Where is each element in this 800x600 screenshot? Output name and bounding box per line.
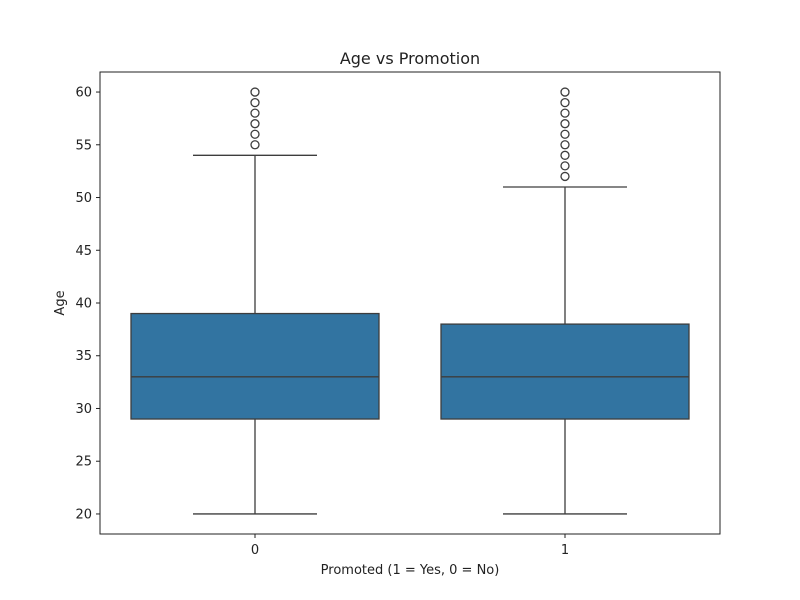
outlier-point (250, 119, 260, 129)
outlier-point (560, 108, 570, 118)
y-tick-label: 45 (75, 244, 92, 259)
outlier-point (560, 87, 570, 97)
y-tick-label: 20 (75, 507, 92, 522)
box-iqr (130, 312, 380, 420)
x-tick-label: 1 (561, 543, 569, 558)
y-tick-label: 50 (75, 191, 92, 206)
outlier-point (560, 171, 570, 182)
outlier-point (560, 140, 570, 150)
box-iqr (440, 323, 690, 420)
outlier-point (250, 87, 260, 97)
outlier-point (560, 129, 570, 139)
plot-area: 20 25 30 35 40 45 50 55 60 0 1 (75, 71, 721, 558)
outlier-point (250, 129, 260, 139)
outlier-point (560, 97, 570, 108)
y-axis-label: Age (53, 290, 68, 315)
x-tick-label: 0 (251, 543, 259, 558)
y-tick-label: 55 (75, 138, 92, 153)
x-axis-label: Promoted (1 = Yes, 0 = No) (321, 563, 500, 578)
outlier-point (560, 119, 570, 129)
outlier-point (250, 108, 260, 118)
axes-frame (99, 71, 721, 535)
outlier-point (250, 97, 260, 108)
y-tick-label: 60 (75, 86, 92, 101)
outlier-point (250, 140, 260, 150)
outlier-point (560, 161, 570, 171)
y-tick-label: 25 (75, 455, 92, 470)
y-tick-label: 30 (75, 402, 92, 417)
y-tick-label: 40 (75, 297, 92, 312)
chart-title: Age vs Promotion (340, 49, 480, 68)
outlier-point (560, 150, 570, 160)
y-tick-label: 35 (75, 349, 92, 364)
